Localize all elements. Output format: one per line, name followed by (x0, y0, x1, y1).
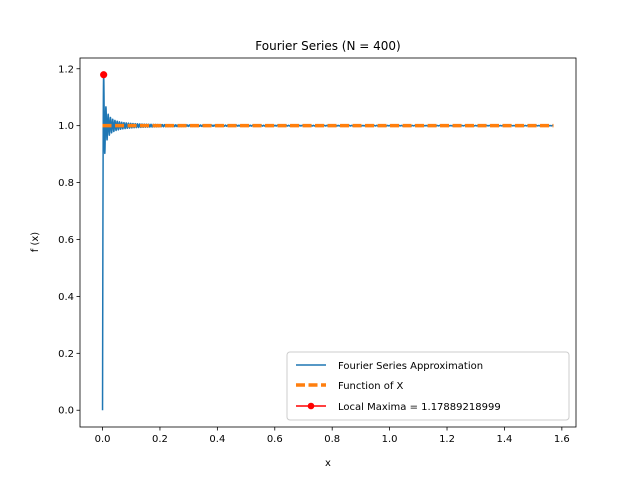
x-axis-ticks: 0.0 0.2 0.4 0.6 0.8 1.0 1.2 1.4 1.6 (95, 427, 570, 445)
y-tick-label: 0.4 (58, 292, 74, 303)
series-layer (101, 74, 554, 411)
series-fourier-approximation (101, 74, 554, 411)
y-tick-label: 0.8 (58, 178, 74, 189)
legend: Fourier Series Approximation Function of… (286, 351, 570, 421)
y-tick-label: 1.2 (58, 64, 74, 75)
plot-frame (79, 57, 577, 428)
x-axis-label: x (325, 458, 331, 469)
y-tick-label: 1.0 (58, 121, 74, 132)
y-axis-ticks: 0.0 0.2 0.4 0.6 0.8 1.0 1.2 (58, 64, 80, 417)
y-tick-label: 0.0 (58, 406, 74, 417)
x-tick-label: 1.4 (496, 434, 512, 445)
x-tick-label: 1.0 (382, 434, 398, 445)
legend-label-function: Function of X (338, 381, 404, 392)
chart-title: Fourier Series (N = 400) (255, 39, 400, 53)
local-maxima-point (100, 71, 108, 79)
y-tick-label: 0.6 (58, 235, 74, 246)
x-tick-label: 0.4 (209, 434, 225, 445)
marker-layer (100, 71, 108, 79)
x-tick-label: 0.6 (267, 434, 283, 445)
y-axis-label: f (x) (30, 232, 41, 253)
legend-label-maxima: Local Maxima = 1.17889218999 (338, 402, 501, 413)
legend-box (286, 351, 570, 421)
legend-label-approximation: Fourier Series Approximation (338, 361, 483, 372)
x-tick-label: 1.6 (554, 434, 570, 445)
legend-marker-maxima (307, 402, 315, 410)
x-tick-label: 0.0 (95, 434, 111, 445)
x-tick-label: 1.2 (439, 434, 455, 445)
y-tick-label: 0.2 (58, 349, 74, 360)
x-tick-label: 0.8 (324, 434, 340, 445)
x-tick-label: 0.2 (152, 434, 168, 445)
